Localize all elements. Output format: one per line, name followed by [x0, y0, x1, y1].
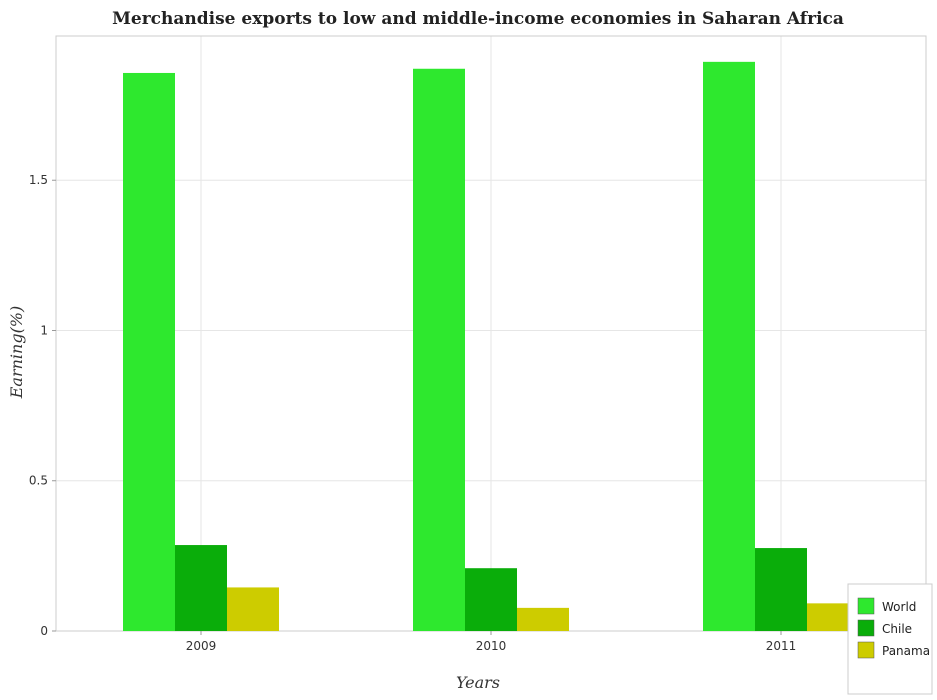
y-tick-label-0: 0 [40, 624, 48, 638]
x-axis-ticks: 2009 2010 2011 [186, 631, 797, 653]
bar-world-2010 [413, 68, 465, 631]
legend-swatch-panama [857, 641, 875, 659]
x-tick-label-2010: 2010 [476, 639, 507, 653]
grid-lines [56, 36, 926, 632]
y-axis-label: Earning(%) [7, 306, 26, 400]
x-axis-label: Years [456, 673, 500, 692]
y-tick-label-1: 0.5 [29, 474, 48, 488]
x-tick-label-2009: 2009 [186, 639, 217, 653]
y-tick-label-3: 1.5 [29, 173, 48, 187]
bar-chile-2011 [755, 548, 807, 631]
bar-world-2009 [123, 72, 175, 632]
chart-title: Merchandise exports to low and middle-in… [112, 9, 844, 29]
bar-world-2011 [703, 61, 755, 631]
legend-label-world: World [882, 600, 916, 614]
y-axis-ticks: 0 0.5 1 1.5 [29, 173, 56, 638]
x-tick-label-2011: 2011 [766, 639, 797, 653]
bar-chile-2009 [175, 545, 227, 631]
bars-group [123, 61, 859, 632]
bar-chile-2010 [465, 568, 517, 631]
bar-panama-2009 [227, 587, 279, 631]
legend: World Chile Panama [847, 583, 933, 695]
legend-swatch-chile [857, 619, 875, 637]
legend-label-panama: Panama [882, 644, 930, 658]
y-tick-label-2: 1 [40, 323, 48, 337]
legend-swatch-world [857, 597, 875, 615]
bar-panama-2010 [517, 607, 569, 631]
legend-label-chile: Chile [882, 622, 912, 636]
